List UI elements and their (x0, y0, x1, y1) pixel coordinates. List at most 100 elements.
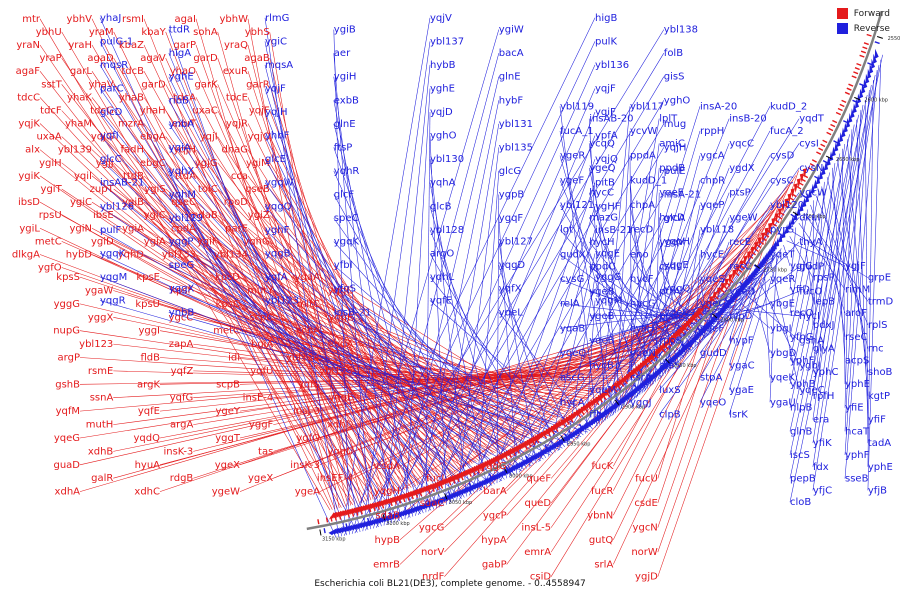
gene-label: metC (35, 236, 62, 247)
gene-leader-line (99, 229, 522, 472)
gene-label: ygeV (659, 237, 684, 248)
gene-label: gutQ (589, 535, 614, 546)
gene-label: recD (630, 225, 654, 236)
legend-item-reverse: Reverse (836, 23, 890, 34)
gene-block (863, 42, 869, 46)
gene-block (524, 455, 529, 461)
gene-label: insL-5 (521, 523, 551, 534)
gene-label: ygiD (91, 236, 114, 247)
gene-arrow (513, 461, 521, 470)
gene-label: yhaV (88, 79, 113, 90)
gene-block (569, 417, 574, 423)
gene-leader-line (61, 241, 517, 443)
gene-block (578, 423, 583, 429)
gene-label: hycI (799, 311, 820, 322)
gene-block (726, 282, 731, 287)
gene-label: ygeQ (589, 163, 615, 174)
gene-block (602, 395, 607, 401)
gene-block (686, 323, 692, 329)
gene-arrow (810, 183, 815, 194)
gene-label: alaS (659, 360, 680, 371)
gene-label: ygiC (70, 197, 92, 208)
gene-leader-line (844, 109, 862, 432)
gene-leader-line (383, 64, 431, 526)
gene-block (527, 442, 532, 448)
gene-block (683, 327, 689, 332)
gene-arrow (793, 183, 798, 193)
gene-label: tadA (868, 438, 891, 449)
gene-label: ybl137 (430, 36, 464, 47)
kbp-tick (876, 36, 883, 39)
gene-label: ybl117 (630, 101, 664, 112)
gene-leader-line (273, 290, 555, 421)
gene-arrow (863, 78, 868, 89)
gene-leader-line (193, 290, 552, 423)
gene-label: agaB (244, 53, 270, 64)
gene-leader-line (264, 64, 382, 527)
gene-arrow (525, 455, 533, 464)
gene-block (406, 495, 410, 501)
gene-label: stpA (700, 373, 722, 384)
gene-label: zupT (90, 184, 115, 195)
gene-arrow (834, 141, 839, 152)
gene-label: rsmE (88, 366, 113, 377)
gene-label: tdcA (173, 92, 196, 103)
gene-label: pulE (664, 166, 686, 177)
gene-label: xdhB (88, 446, 114, 457)
gene-leader-line (61, 214, 496, 453)
gene-label: ygeW (729, 212, 757, 223)
gene-label: ybl123 (265, 296, 299, 307)
gene-leader-line (588, 118, 606, 421)
gene-block (577, 412, 582, 418)
gene-label: ybl126 (100, 201, 134, 212)
gene-label: endA (328, 339, 354, 350)
gene-leader-line (629, 180, 648, 389)
gene-leader-line (333, 147, 455, 502)
gene-block (796, 185, 802, 190)
gene-label: gudX (560, 249, 586, 260)
gene-block (822, 159, 828, 164)
gene-label: yggJ (630, 397, 652, 408)
gene-label: yqfE (430, 296, 452, 307)
gene-arrow (394, 510, 403, 519)
gene-block (496, 458, 501, 464)
gene-leader-line (333, 100, 414, 517)
gene-block (426, 499, 430, 505)
gene-label: argP (58, 353, 80, 364)
gene-label: yqjV (430, 13, 452, 24)
kbp-tick-label: 3050 kbp (449, 500, 473, 506)
gene-label: ptrA (659, 286, 680, 297)
gene-block (708, 301, 713, 307)
gene-label: cysN (799, 163, 823, 174)
gene-leader-line (99, 276, 561, 450)
gene-block (472, 470, 476, 476)
gene-arrow (855, 98, 859, 109)
gene-leader-line (168, 53, 369, 530)
gene-block (394, 499, 397, 505)
gene-block (633, 384, 638, 390)
gene-arrow (841, 127, 846, 138)
gene-block (837, 107, 843, 112)
gene-leader-line (247, 228, 515, 444)
gene-block (323, 528, 326, 534)
gene-label: mltC (297, 299, 320, 310)
gene-label: yphB (790, 379, 816, 390)
gene-label: kudD_1 (630, 175, 667, 186)
gene-leader-line (61, 162, 454, 473)
gene-label: ibsE (93, 210, 114, 221)
gene-leader-line (264, 135, 445, 506)
gene-label: ybgD (770, 348, 797, 359)
gene-block (415, 492, 419, 498)
gene-leader-line (699, 256, 776, 403)
gene-label: insJ-3 (293, 406, 320, 417)
gene-leader-line (658, 266, 768, 391)
gene-label: yqjQ (595, 154, 618, 165)
gene-block (456, 477, 460, 483)
gene-block (355, 510, 359, 516)
gene-label: cysI (799, 138, 819, 149)
gene-block (816, 151, 822, 155)
gene-leader-line (821, 186, 846, 337)
gene-leader-line (559, 260, 773, 403)
gene-block (844, 91, 850, 95)
